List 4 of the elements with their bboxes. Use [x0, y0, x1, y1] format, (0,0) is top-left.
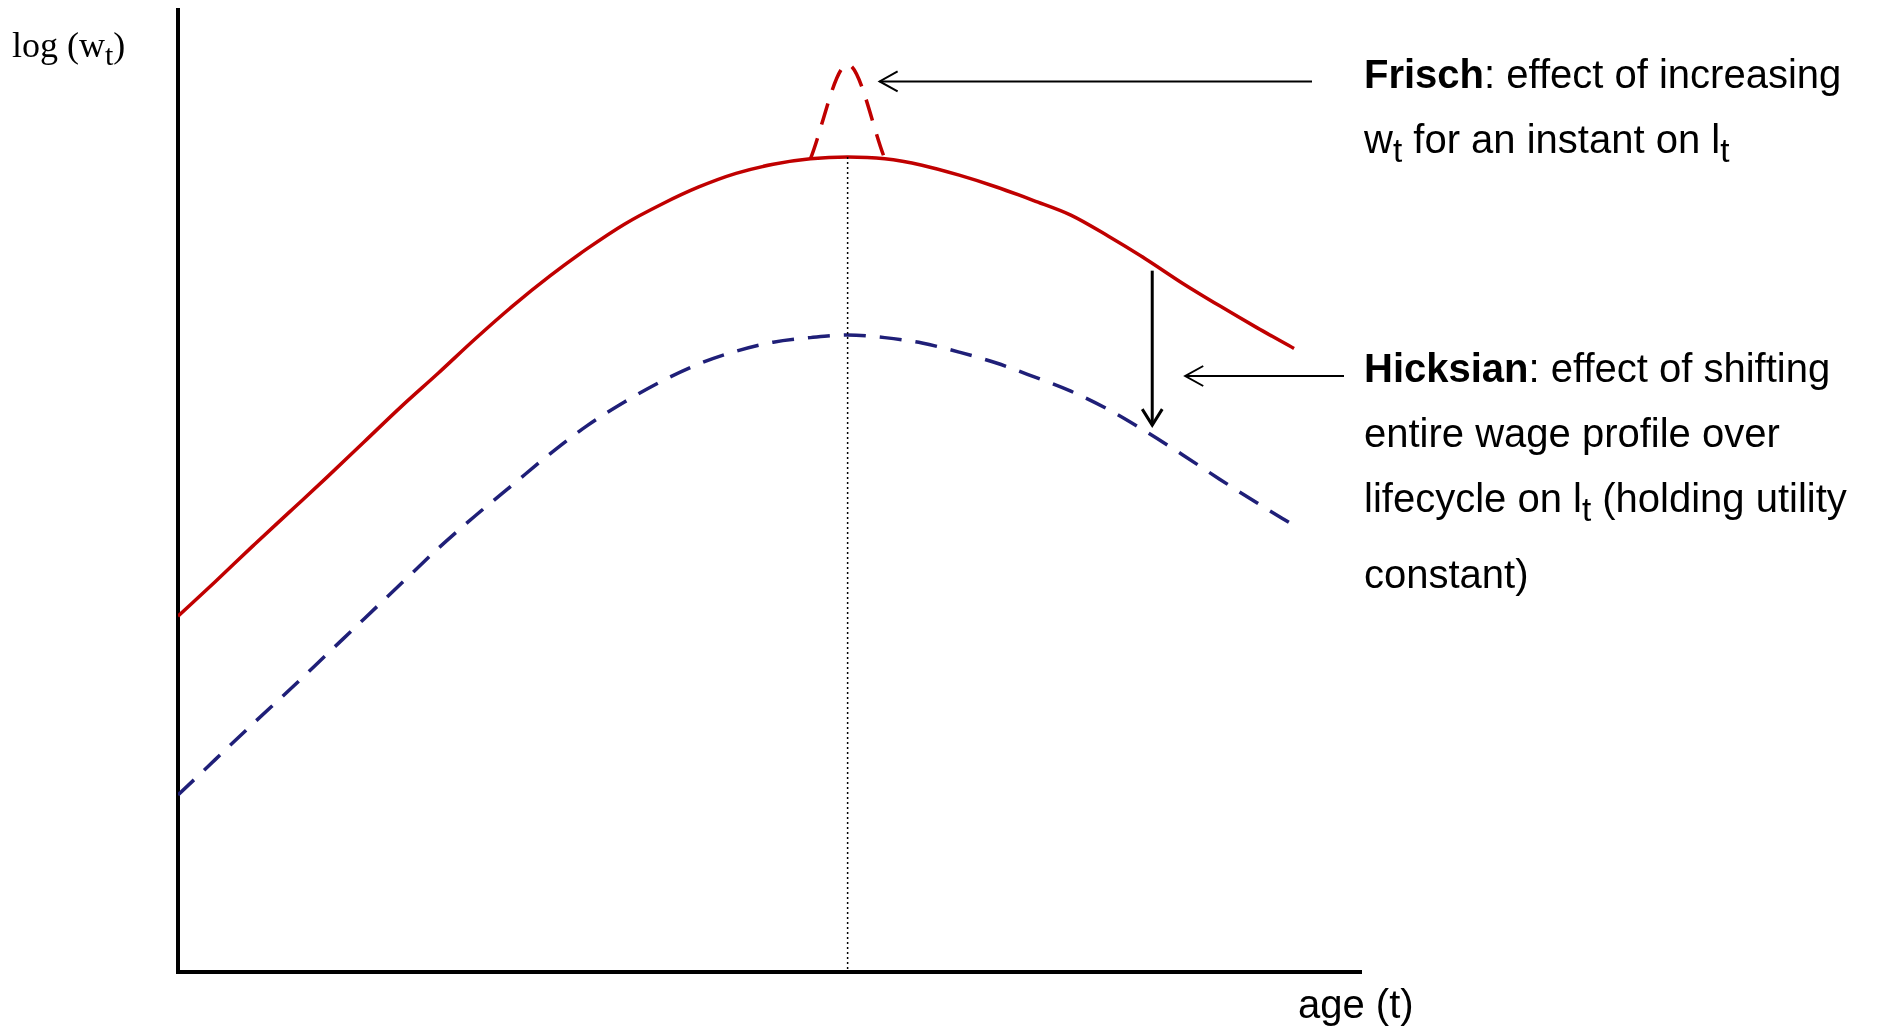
text: Frisch: effect of increasing w$_{t}$ for an instant on l$_{t}$	[1364, 52, 1842, 169]
text: Hicksian: effect of shifting entire wage profile over lifecycle on l$_{t}$ (holding utility constant)	[1364, 346, 1847, 596]
y-axis-title: log (w$_{t}$)	[12, 24, 126, 73]
x-axis-title: age (t)	[1298, 982, 1414, 1027]
